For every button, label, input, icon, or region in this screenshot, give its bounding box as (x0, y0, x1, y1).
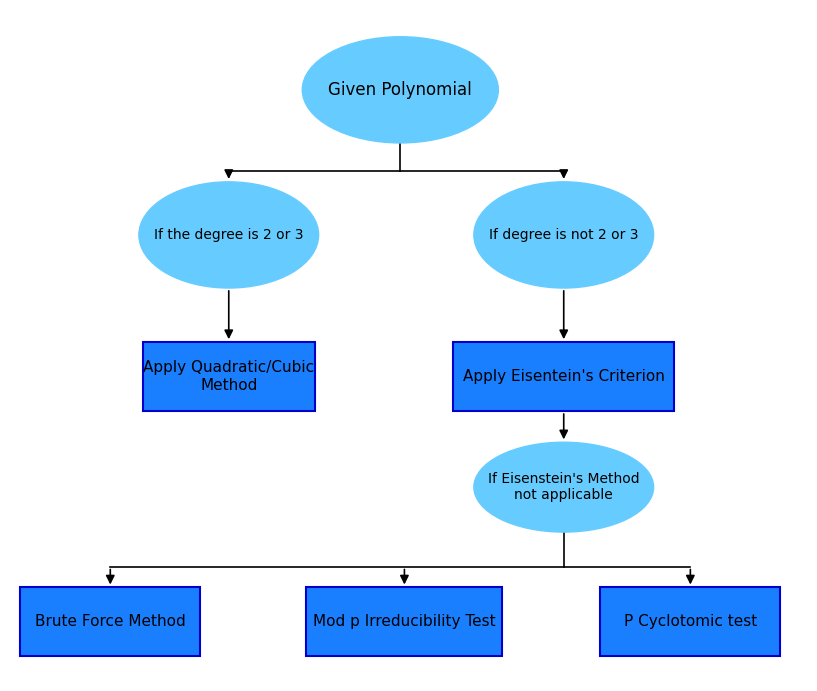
Text: Brute Force Method: Brute Force Method (35, 614, 185, 630)
FancyBboxPatch shape (20, 587, 200, 656)
Text: Apply Quadratic/Cubic
Method: Apply Quadratic/Cubic Method (143, 361, 315, 392)
Text: If the degree is 2 or 3: If the degree is 2 or 3 (154, 228, 303, 242)
Text: P Cyclotomic test: P Cyclotomic test (623, 614, 757, 630)
Text: Given Polynomial: Given Polynomial (328, 81, 472, 99)
Text: Apply Eisentein's Criterion: Apply Eisentein's Criterion (462, 369, 665, 384)
Ellipse shape (474, 182, 654, 288)
Ellipse shape (302, 37, 498, 143)
Text: If degree is not 2 or 3: If degree is not 2 or 3 (489, 228, 638, 242)
FancyBboxPatch shape (600, 587, 780, 656)
FancyBboxPatch shape (143, 342, 315, 411)
Ellipse shape (474, 442, 654, 532)
FancyBboxPatch shape (306, 587, 502, 656)
FancyBboxPatch shape (453, 342, 674, 411)
Ellipse shape (139, 182, 319, 288)
Text: Mod p Irreducibility Test: Mod p Irreducibility Test (313, 614, 496, 630)
Text: If Eisenstein's Method
not applicable: If Eisenstein's Method not applicable (488, 472, 640, 502)
